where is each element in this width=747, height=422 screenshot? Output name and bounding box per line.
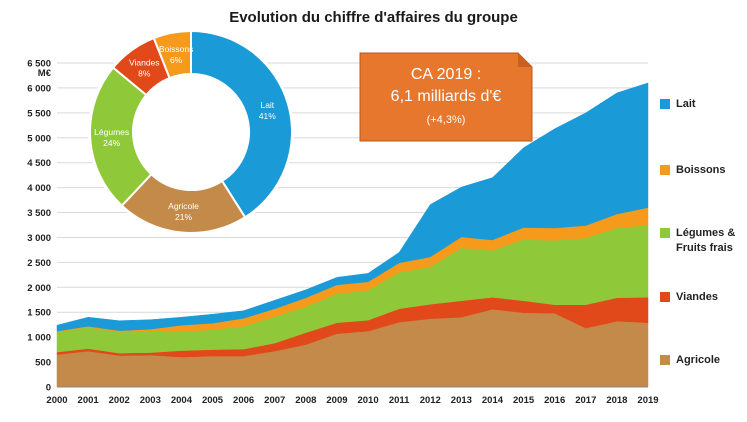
donut-slice-boissons (152, 29, 192, 80)
x-tick-label: 2001 (78, 395, 100, 406)
legend-label-viandes: Viandes (676, 291, 718, 303)
y-tick-label: 0 (46, 383, 51, 394)
x-tick-label: 2008 (295, 395, 316, 406)
y-tick-label: 5 000 (27, 133, 51, 144)
x-tick-label: 2002 (109, 395, 130, 406)
y-tick-label: 500 (35, 358, 51, 369)
legend-item-legumes: Légumes & Fruits frais (660, 226, 747, 256)
x-tick-label: 2017 (575, 395, 596, 406)
callout-box (359, 52, 533, 142)
x-tick-label: 2003 (140, 395, 161, 406)
x-tick-label: 2005 (202, 395, 224, 406)
callout-shape (359, 52, 533, 142)
donut-label-viandes: Viandes (129, 58, 160, 68)
y-unit-label: M€ (38, 68, 52, 79)
y-tick-label: 6 000 (27, 83, 51, 94)
donut-percent-lait: 41% (259, 111, 276, 121)
y-tick-label: 3 000 (27, 233, 51, 244)
legend-label-boissons: Boissons (676, 164, 726, 176)
chart-title: Evolution du chiffre d'affaires du group… (229, 9, 518, 26)
y-tick-label: 4 000 (27, 183, 51, 194)
donut-label-lait: Lait (260, 100, 274, 110)
y-tick-label: 2 000 (27, 283, 51, 294)
x-tick-label: 2015 (513, 395, 535, 406)
y-tick-label: 3 500 (27, 208, 51, 219)
axes: 0 500 1 000 1 500 2 000 2 500 3 000 3 500 4 000 4… (27, 59, 658, 407)
legend-item-lait: Lait (660, 97, 747, 112)
x-tick-label: 2011 (389, 395, 410, 406)
y-tick-label: 6 500 (27, 59, 51, 70)
x-tick-label: 2004 (171, 395, 193, 406)
legend-item-agricole: Agricole (660, 353, 747, 368)
legend-item-viandes: Viandes (660, 290, 747, 305)
legend-swatch-lait (660, 99, 670, 109)
donut-percent-boissons: 6% (170, 55, 183, 65)
y-tick-label: 4 500 (27, 158, 51, 169)
donut-label-légumes: Légumes (94, 127, 129, 137)
legend-item-boissons: Boissons (660, 163, 747, 178)
area-series (56, 82, 649, 388)
donut-label-boissons: Boissons (159, 44, 194, 54)
x-tick-label: 2012 (420, 395, 441, 406)
donut-percent-viandes: 8% (138, 69, 151, 79)
callout-fold (518, 53, 532, 67)
x-tick-label: 2019 (637, 395, 658, 406)
y-tick-label: 2 500 (27, 258, 51, 269)
callout-line-2: 6,1 milliards d'€ (390, 88, 502, 105)
legend-swatch-agricole (660, 355, 670, 365)
x-tick-label: 2016 (544, 395, 565, 406)
x-tick-label: 2010 (357, 395, 378, 406)
callout-line-1: CA 2019 : (410, 66, 482, 83)
x-tick-label: 2018 (606, 395, 627, 406)
x-tick-label: 2006 (233, 395, 254, 406)
legend-swatch-legumes (660, 228, 670, 238)
donut-slice-légumes (89, 66, 153, 208)
legend-swatch-boissons (660, 165, 670, 175)
donut-percent-agricole: 21% (175, 212, 192, 222)
callout-line-3: (+4,3%) (426, 114, 466, 126)
legend-swatch-viandes (660, 292, 670, 302)
x-tick-label: 2014 (482, 395, 504, 406)
x-tick-label: 2007 (264, 395, 285, 406)
legend-label-lait: Lait (676, 98, 696, 110)
area-lait (56, 82, 649, 332)
legend-label-legumes: Légumes & Fruits frais (676, 227, 736, 254)
donut-label-agricole: Agricole (168, 201, 199, 211)
x-tick-label: 2009 (326, 395, 347, 406)
donut-percent-légumes: 24% (103, 138, 120, 148)
x-tick-label: 2000 (46, 395, 67, 406)
x-tick-label: 2013 (451, 395, 472, 406)
y-tick-label: 1 500 (27, 308, 51, 319)
legend-label-agricole: Agricole (676, 354, 721, 366)
donut-slice-lait (190, 29, 293, 219)
y-tick-label: 1 000 (27, 333, 51, 344)
y-tick-label: 5 500 (27, 108, 51, 119)
